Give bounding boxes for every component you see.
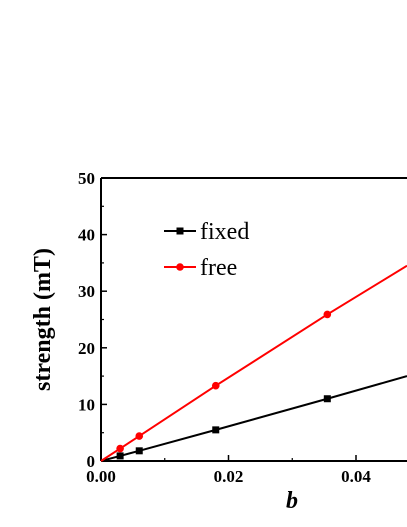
legend-label-fixed: fixed (200, 219, 249, 245)
y-tick-label: 40 (78, 226, 95, 245)
data-point-free (211, 381, 220, 390)
y-tick-label: 20 (78, 339, 95, 358)
data-point-free (116, 444, 124, 453)
x-tick-label: 0.04 (341, 467, 371, 486)
y-axis-label: strength (mT) (30, 248, 56, 391)
y-tick-label: 50 (78, 169, 95, 188)
y-tick-label: 0 (87, 452, 96, 471)
data-point-fixed (116, 452, 124, 460)
legend-marker-fixed (176, 227, 184, 235)
y-tick-label: 10 (78, 395, 95, 414)
series-line-free (100, 264, 407, 462)
x-axis-label: b (286, 488, 298, 514)
legend-label-free: free (200, 255, 237, 281)
data-point-fixed (323, 395, 331, 403)
data-point-free (135, 432, 144, 440)
series-line-fixed (100, 375, 407, 462)
y-tick-label: 30 (78, 282, 95, 301)
legend-marker-free (176, 263, 184, 271)
data-point-free (323, 310, 332, 319)
data-point-fixed (135, 447, 143, 455)
x-tick-label: 0.02 (214, 467, 244, 486)
data-point-fixed (212, 426, 220, 434)
x-tick-label: 0.00 (86, 467, 116, 486)
